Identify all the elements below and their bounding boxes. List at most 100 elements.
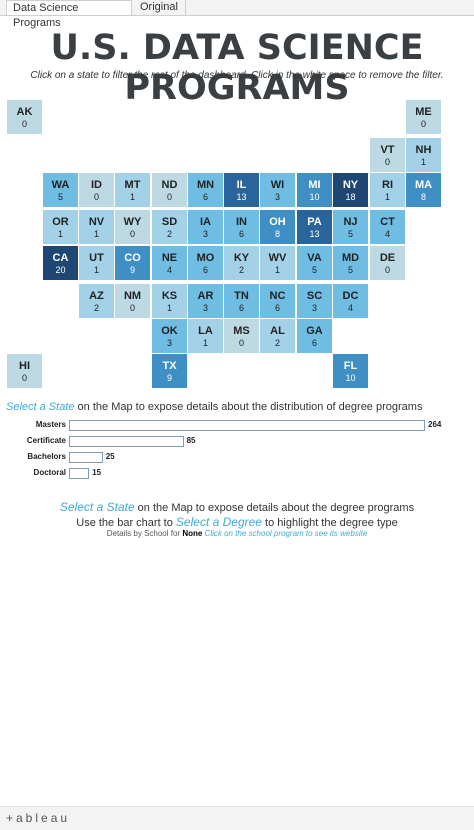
degree-label-certificate: Certificate xyxy=(26,436,66,445)
state-program-count: 3 xyxy=(166,338,172,348)
state-program-count: 8 xyxy=(274,229,280,239)
details-line-1: Select a State on the Map to expose deta… xyxy=(0,500,474,514)
state-abbr: ME xyxy=(415,106,432,118)
state-abbr: MD xyxy=(341,252,360,264)
state-abbr: OR xyxy=(52,216,69,228)
state-tile-la[interactable]: LA 1 xyxy=(188,319,223,353)
state-program-count: 1 xyxy=(93,265,99,275)
state-tile-ia[interactable]: IA 3 xyxy=(188,210,223,244)
state-tile-ny[interactable]: NY 18 xyxy=(333,173,368,207)
degree-bar-masters[interactable] xyxy=(69,420,425,431)
state-tile-tn[interactable]: TN 6 xyxy=(224,284,259,318)
state-program-count: 9 xyxy=(129,265,135,275)
state-tile-nv[interactable]: NV 1 xyxy=(79,210,114,244)
state-tile-me[interactable]: ME 0 xyxy=(406,100,441,134)
state-tile-mo[interactable]: MO 6 xyxy=(188,246,223,280)
state-tile-pa[interactable]: PA 13 xyxy=(297,210,332,244)
degree-bar-doctoral[interactable] xyxy=(69,468,90,479)
state-tile-id[interactable]: ID 0 xyxy=(79,173,114,207)
state-abbr: MT xyxy=(124,179,141,191)
tab-data-science-programs[interactable]: Data Science Programs xyxy=(6,0,132,29)
state-tile-ga[interactable]: GA 6 xyxy=(297,319,332,353)
tab-original[interactable]: Original xyxy=(134,0,186,15)
state-tile-ky[interactable]: KY 2 xyxy=(224,246,259,280)
state-program-count: 5 xyxy=(311,265,317,275)
state-tile-hi[interactable]: HI 0 xyxy=(7,354,42,388)
state-program-count: 0 xyxy=(384,265,390,275)
state-tile-ut[interactable]: UT 1 xyxy=(79,246,114,280)
state-program-count: 8 xyxy=(420,192,426,202)
state-tile-md[interactable]: MD 5 xyxy=(333,246,368,280)
state-program-count: 1 xyxy=(420,157,426,167)
state-program-count: 10 xyxy=(309,192,320,202)
degree-bar-certificate[interactable] xyxy=(69,436,184,447)
state-tile-ca[interactable]: CA 20 xyxy=(43,246,78,280)
state-abbr: AK xyxy=(16,106,33,118)
state-abbr: KY xyxy=(233,252,250,264)
page-title: U.S. DATA SCIENCE PROGRAMS xyxy=(50,28,424,108)
state-tile-mt[interactable]: MT 1 xyxy=(115,173,150,207)
state-tile-il[interactable]: IL 13 xyxy=(224,173,259,207)
state-tile-wv[interactable]: WV 1 xyxy=(260,246,295,280)
state-program-count: 0 xyxy=(129,303,135,313)
state-program-count: 6 xyxy=(311,338,317,348)
state-tile-ms[interactable]: MS 0 xyxy=(224,319,259,353)
state-program-count: 13 xyxy=(236,192,247,202)
state-tile-ks[interactable]: KS 1 xyxy=(152,284,187,318)
state-tile-nd[interactable]: ND 0 xyxy=(152,173,187,207)
state-abbr: AR xyxy=(197,290,214,302)
state-tile-az[interactable]: AZ 2 xyxy=(79,284,114,318)
state-tile-al[interactable]: AL 2 xyxy=(260,319,295,353)
details-line-1-text: on the Map to expose details about the d… xyxy=(134,502,415,514)
state-abbr: OH xyxy=(269,216,286,228)
state-abbr: CO xyxy=(124,252,141,264)
state-tile-sd[interactable]: SD 2 xyxy=(152,210,187,244)
degree-value-bachelors: 25 xyxy=(105,452,115,461)
state-tile-ar[interactable]: AR 3 xyxy=(188,284,223,318)
state-tile-nj[interactable]: NJ 5 xyxy=(333,210,368,244)
state-tile-fl[interactable]: FL 10 xyxy=(333,354,368,388)
state-tile-tx[interactable]: TX 9 xyxy=(152,354,187,388)
state-tile-ri[interactable]: RI 1 xyxy=(370,173,405,207)
footer-bar: +ableau xyxy=(0,806,474,830)
state-tile-vt[interactable]: VT 0 xyxy=(370,138,405,172)
details-line-3: Details by School for None Click on the … xyxy=(0,529,474,538)
details-line-2: Use the bar chart to Select a Degree to … xyxy=(0,515,474,529)
state-abbr: HI xyxy=(19,360,30,372)
state-tile-nh[interactable]: NH 1 xyxy=(406,138,441,172)
state-tile-wi[interactable]: WI 3 xyxy=(260,173,295,207)
state-tile-ct[interactable]: CT 4 xyxy=(370,210,405,244)
state-tile-nc[interactable]: NC 6 xyxy=(260,284,295,318)
state-tile-mi[interactable]: MI 10 xyxy=(297,173,332,207)
state-tile-or[interactable]: OR 1 xyxy=(43,210,78,244)
select-degree-hint: Select a Degree xyxy=(175,515,262,529)
state-tile-ok[interactable]: OK 3 xyxy=(152,319,187,353)
state-program-count: 1 xyxy=(57,229,63,239)
state-tile-ma[interactable]: MA 8 xyxy=(406,173,441,207)
state-program-count: 1 xyxy=(202,338,208,348)
state-tile-wy[interactable]: WY 0 xyxy=(115,210,150,244)
state-tile-dc[interactable]: DC 4 xyxy=(333,284,368,318)
state-tile-sc[interactable]: SC 3 xyxy=(297,284,332,318)
state-abbr: NH xyxy=(415,144,432,156)
state-tile-va[interactable]: VA 5 xyxy=(297,246,332,280)
state-abbr: SC xyxy=(306,290,323,302)
state-program-count: 0 xyxy=(420,119,426,129)
state-tile-ak[interactable]: AK 0 xyxy=(7,100,42,134)
state-abbr: WV xyxy=(268,252,287,264)
state-tile-in[interactable]: IN 6 xyxy=(224,210,259,244)
degree-bar-bachelors[interactable] xyxy=(69,452,103,463)
state-tile-mn[interactable]: MN 6 xyxy=(188,173,223,207)
state-abbr: NY xyxy=(342,179,359,191)
state-program-count: 0 xyxy=(129,229,135,239)
state-tile-de[interactable]: DE 0 xyxy=(370,246,405,280)
state-tile-oh[interactable]: OH 8 xyxy=(260,210,295,244)
state-tile-co[interactable]: CO 9 xyxy=(115,246,150,280)
state-tile-ne[interactable]: NE 4 xyxy=(152,246,187,280)
state-tile-map: AK 0 ME 0 VT 0 NH 1 WA 5 ID 0 MT 1 ND 0 MN 6 IL 13 WI 3 MI 10 NY… xyxy=(0,0,474,400)
state-tile-wa[interactable]: WA 5 xyxy=(43,173,78,207)
state-tile-nm[interactable]: NM 0 xyxy=(115,284,150,318)
select-state-hint-2: Select a State xyxy=(59,500,135,514)
state-abbr: CT xyxy=(380,216,395,228)
tableau-logo[interactable]: +ableau xyxy=(6,811,71,825)
